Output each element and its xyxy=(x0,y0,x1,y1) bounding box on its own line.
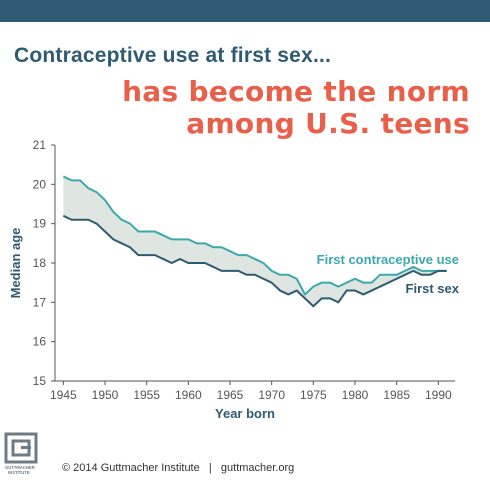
series-label-first-sex: First sex xyxy=(406,281,460,296)
svg-text:GUTTMACHER: GUTTMACHER xyxy=(5,465,35,470)
chart-subtitle: has become the norm among U.S. teens xyxy=(30,76,470,140)
x-tick-label: 1975 xyxy=(300,388,327,402)
svg-text:INSTITUTE: INSTITUTE xyxy=(8,470,30,475)
y-axis-label: Median age xyxy=(8,228,23,299)
subtitle-line-2: among U.S. teens xyxy=(186,107,470,140)
series-label-first-contraceptive-use: First contraceptive use xyxy=(317,252,459,267)
footer: GUTTMACHER INSTITUTE © 2014 Guttmacher I… xyxy=(0,428,490,504)
y-tick-label: 21 xyxy=(33,138,47,152)
x-tick-label: 1955 xyxy=(133,388,160,402)
y-tick-label: 19 xyxy=(33,217,47,231)
series-line-first-sex xyxy=(62,214,447,308)
y-tick-label: 20 xyxy=(33,177,47,191)
x-tick-label: 1950 xyxy=(92,388,119,402)
guttmacher-logo-icon: GUTTMACHER INSTITUTE xyxy=(4,432,38,475)
x-tick-label: 1970 xyxy=(258,388,285,402)
series-line-first-contraceptive-use xyxy=(62,175,447,296)
y-tick-label: 17 xyxy=(33,295,47,309)
header-bar xyxy=(0,0,490,22)
y-tick-label: 16 xyxy=(33,335,47,349)
x-tick-label: 1990 xyxy=(425,388,452,402)
subtitle-line-1: has become the norm xyxy=(122,75,470,108)
y-tick-label: 18 xyxy=(33,256,47,270)
y-tick-label: 15 xyxy=(33,374,47,388)
x-tick-label: 1945 xyxy=(50,388,77,402)
footer-credit: © 2014 Guttmacher Institute | guttmacher… xyxy=(62,462,295,474)
line-chart: 15 16 17 18 19 20 21 1945 1950 1955 1960 1965 1970 19… xyxy=(8,138,460,421)
x-tick-label: 1965 xyxy=(217,388,244,402)
x-tick-label: 1960 xyxy=(175,388,202,402)
chart-title: Contraceptive use at first sex... xyxy=(14,44,332,67)
x-tick-label: 1980 xyxy=(342,388,369,402)
gap-area xyxy=(63,176,447,307)
x-tick-label: 1985 xyxy=(383,388,410,402)
x-axis-label: Year born xyxy=(215,406,275,421)
